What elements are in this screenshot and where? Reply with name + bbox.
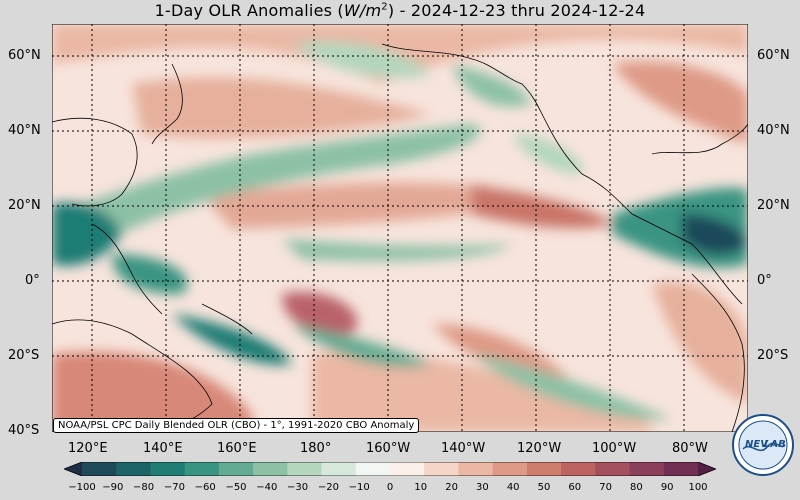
colorbar-tick-label: 20 — [445, 482, 458, 493]
colorbar-segment — [526, 462, 562, 476]
colorbar-tick-label: 90 — [660, 482, 674, 493]
colorbar-tick-label: −10 — [348, 482, 370, 493]
colorbar-segment — [218, 462, 254, 476]
colorbar-segment — [390, 462, 425, 476]
colorbar-segment — [458, 462, 494, 476]
colorbar-segment — [321, 462, 357, 476]
colorbar-tick-label: 50 — [537, 482, 551, 493]
lon-label: 180° — [300, 441, 332, 456]
lon-label: 120°E — [68, 441, 108, 456]
colorbar-tick-label: 80 — [630, 482, 643, 493]
colorbar-segment — [287, 462, 323, 476]
colorbar-tick-label: 40 — [506, 482, 520, 493]
colorbar-tick-label: −50 — [225, 482, 247, 493]
colorbar-arrow-min — [64, 462, 82, 476]
lon-label: 140°W — [441, 441, 486, 456]
colorbar-tick-label: −40 — [256, 482, 278, 493]
coastlines — [52, 43, 748, 432]
colorbar-tick-label: −60 — [194, 482, 216, 493]
colorbar-segment — [492, 462, 528, 476]
colorbar-segment — [184, 462, 220, 476]
colorbar-segment — [116, 462, 151, 476]
colorbar-segment — [150, 462, 186, 476]
colorbar-tick-label: −20 — [317, 482, 339, 493]
colorbar-arrow-max — [698, 462, 716, 476]
colorbar-tick-label: −90 — [102, 482, 124, 493]
colorbar — [64, 462, 716, 476]
lat-label-left: 20°S — [8, 348, 40, 363]
colorbar-segment — [663, 462, 699, 476]
colorbar-tick-label: 10 — [414, 482, 428, 493]
colorbar-segment — [561, 462, 596, 476]
colorbar-tick-label: −80 — [133, 482, 155, 493]
colorbar-tick-label: −70 — [163, 482, 185, 493]
colorbar-segment — [355, 462, 391, 476]
colorbar-tick-label: 70 — [599, 482, 612, 493]
lat-label-left: 20°N — [8, 198, 41, 213]
lon-label: 100°W — [592, 441, 637, 456]
olr-anomaly-map — [52, 24, 748, 432]
lon-label: 140°E — [143, 441, 183, 456]
lat-label-left: 0° — [25, 273, 40, 288]
colorbar-segment — [424, 462, 459, 476]
colorbar-tick-label: 60 — [568, 482, 582, 493]
graticule — [52, 24, 748, 432]
colorbar-segment — [629, 462, 665, 476]
colorbar-tick-label: −100 — [68, 482, 96, 493]
lon-label: 120°W — [517, 441, 562, 456]
svg-text:LAB: LAB — [764, 439, 786, 450]
lat-label-right: 0° — [757, 273, 772, 288]
lat-label-left: 60°N — [8, 48, 41, 63]
colorbar-segment — [253, 462, 288, 476]
map-title: 1-Day OLR Anomalies (W/m2) - 2024-12-23 … — [154, 1, 646, 20]
noaa-psl-logo: NEV LAB — [732, 414, 794, 476]
lat-label-right: 20°S — [757, 348, 789, 363]
source-note: NOAA/PSL CPC Daily Blended OLR (CBO) - 1… — [53, 418, 420, 433]
colorbar-tick-label: 30 — [476, 482, 489, 493]
colorbar-tick-label: 0 — [386, 482, 394, 493]
lon-label: 160°W — [366, 441, 411, 456]
lat-label-right: 20°N — [757, 198, 790, 213]
lat-label-right: 40°N — [757, 123, 790, 138]
colorbar-tick-label: −30 — [287, 482, 309, 493]
colorbar-tick-label: 100 — [688, 482, 708, 493]
lat-label-left: 40°N — [8, 123, 41, 138]
anomaly-field — [52, 24, 748, 432]
colorbar-segment — [595, 462, 631, 476]
lon-label: 160°E — [217, 441, 257, 456]
lon-label: 80°W — [672, 441, 708, 456]
lat-label-right: 60°N — [757, 48, 790, 63]
svg-text:NEV: NEV — [745, 439, 769, 450]
colorbar-segment — [82, 462, 117, 476]
lat-label-left: 40°S — [8, 423, 40, 438]
